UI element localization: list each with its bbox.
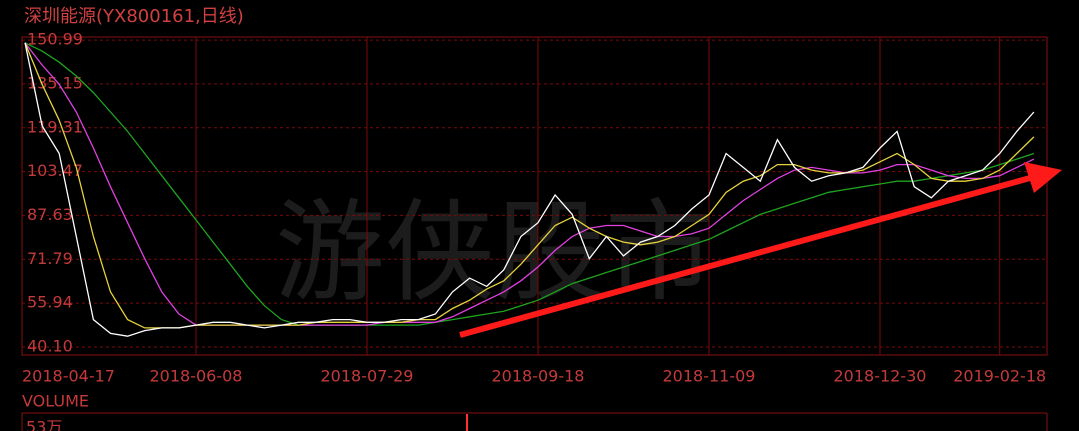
arrow-head <box>1024 162 1062 193</box>
series-line <box>24 42 1035 337</box>
y-tick-label: 71.79 <box>27 249 73 268</box>
x-tick-label: 2018-06-08 <box>150 367 243 386</box>
y-tick-label: 87.63 <box>27 205 73 224</box>
volume-title: VOLUME <box>22 392 89 411</box>
x-tick-label: 2019-02-18 <box>953 367 1046 386</box>
watermark: 游侠股市 <box>275 188 715 316</box>
arrow-shaft <box>459 175 1031 338</box>
x-tick-label: 2018-04-17 <box>22 367 115 386</box>
y-tick-label: 150.99 <box>27 30 83 49</box>
y-tick-label: 103.47 <box>27 161 83 180</box>
x-tick-label: 2018-11-09 <box>663 367 756 386</box>
plot-layer: 150.99 135.15 119.31 103.47 87.63 71.79 55.94 4… <box>22 30 1047 386</box>
x-tick-label: 2018-12-30 <box>834 367 927 386</box>
volume-tick-label: 53万 <box>26 418 62 431</box>
series-line <box>24 42 1035 326</box>
plot-frame <box>21 36 1048 356</box>
y-tick-label: 40.10 <box>27 336 73 355</box>
x-tick-label: 2018-07-29 <box>321 367 414 386</box>
y-tick-label: 135.15 <box>27 73 83 92</box>
chart-title: 深圳能源(YX800161,日线) <box>24 6 244 27</box>
trend-arrow <box>459 162 1062 338</box>
series-line <box>24 42 1035 326</box>
x-tick-label: 2018-09-18 <box>492 367 585 386</box>
y-tick-label: 55.94 <box>27 293 73 312</box>
y-tick-label: 119.31 <box>27 117 83 136</box>
